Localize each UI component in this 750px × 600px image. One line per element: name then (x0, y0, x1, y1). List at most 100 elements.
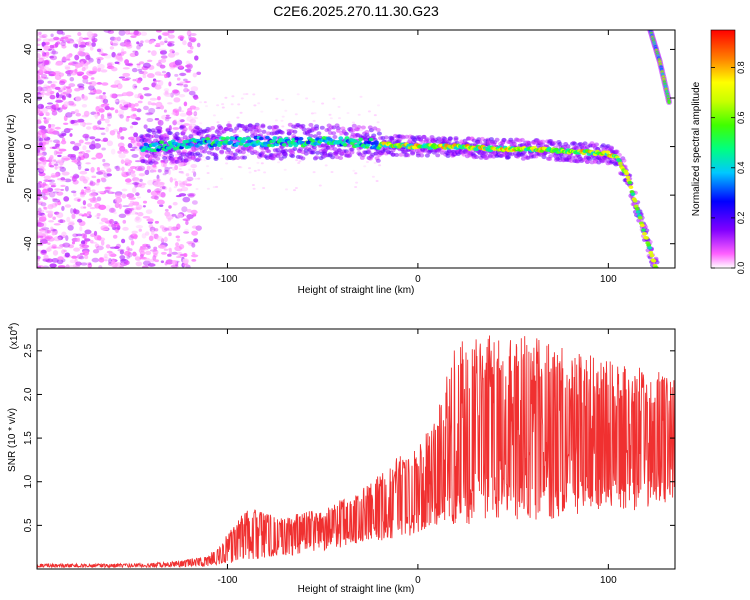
spectrogram-cell (82, 78, 89, 84)
spectrogram-cell (147, 263, 156, 267)
spectrogram-cell (94, 215, 101, 218)
spectrogram-cell (37, 200, 44, 204)
spectrogram-cell (88, 198, 96, 201)
spectrogram-cell (366, 140, 372, 145)
spectrogram-cell (281, 115, 285, 118)
spectrogram-cell (140, 71, 148, 75)
spectrogram-cell (87, 203, 93, 208)
spectrogram-cell (641, 228, 646, 232)
spectrogram-cell (181, 143, 187, 147)
spectrogram-cell (53, 163, 59, 167)
spectrogram-cell (119, 114, 124, 119)
spectrogram-cell (196, 157, 202, 161)
spectrogram-cell (43, 84, 48, 89)
spectrogram-cell (171, 213, 177, 217)
spectrogram-cell (134, 102, 139, 107)
spectrogram-cell (124, 209, 131, 215)
spectrogram-cell (69, 220, 75, 224)
spectrogram-cell (44, 119, 50, 122)
spectrogram-cell (54, 74, 62, 81)
spectrogram-cell (165, 114, 170, 117)
spectrogram-cell (98, 105, 104, 109)
spectrogram-cell (56, 246, 64, 249)
spectrogram-cell (179, 112, 187, 117)
spectrogram-cell (89, 46, 94, 51)
spectrogram-cell (96, 82, 103, 85)
spectrogram-cell (119, 255, 126, 260)
spectrogram-cell (135, 216, 140, 221)
spectrogram-cell (98, 95, 103, 100)
spectrogram-cell (185, 173, 190, 177)
spectrogram-cell (329, 117, 333, 120)
spectrogram-cell (154, 220, 159, 224)
spectrogram-cell (114, 246, 120, 250)
spectrogram-cell (54, 188, 61, 191)
spectrogram-cell (79, 252, 86, 255)
y-tick-label: 40 (23, 43, 34, 55)
spectrogram-cell (272, 136, 278, 140)
spectrogram-cell (122, 205, 130, 208)
spectrogram-cell (260, 123, 266, 128)
spectrogram-cell (167, 151, 173, 155)
spectrogram-cell (133, 30, 139, 36)
spectrogram-cell (168, 247, 172, 251)
spectrogram-cell (76, 254, 84, 260)
spectrogram-cell (124, 178, 132, 183)
spectrogram-cell (168, 205, 172, 209)
spectrogram-cell (65, 86, 71, 89)
spectrogram-cell (37, 183, 42, 189)
spectrogram-cell (54, 42, 59, 48)
spectrogram-cell (136, 41, 140, 45)
spectrogram-cell (137, 100, 143, 104)
spectrogram-cell (192, 72, 197, 78)
spectrogram-cell (58, 148, 67, 152)
spectrogram-cell (60, 188, 65, 191)
spectrogram-cell (93, 230, 98, 236)
spectrogram-cell (648, 250, 654, 255)
spectrogram-cell (135, 261, 143, 267)
spectrogram-cell (44, 92, 53, 96)
spectrogram-cell (193, 112, 197, 115)
spectrogram-cell (216, 121, 220, 124)
spectrogram-cell (191, 200, 198, 205)
spectrogram-cell (39, 156, 46, 162)
spectrogram-cell (191, 251, 196, 255)
spectrogram-cell (191, 225, 198, 229)
spectrogram-cell (146, 117, 154, 123)
spectrogram-cell (42, 258, 50, 262)
spectrogram-cell (349, 141, 355, 146)
spectrogram-cell (175, 154, 179, 156)
spectrogram-cell (253, 169, 257, 172)
spectrogram-cell (429, 135, 435, 140)
spectrogram-cell (195, 188, 199, 190)
spectrogram-cell (80, 206, 85, 209)
spectrogram-cell (210, 126, 216, 130)
spectrogram-cell (52, 198, 61, 203)
spectrogram-cell (281, 98, 285, 101)
spectrogram-cell (52, 130, 60, 135)
spectrogram-cell (174, 73, 179, 77)
spectrogram-cell (48, 220, 55, 223)
spectrogram-cell (219, 150, 225, 155)
spectrogram-cell (354, 172, 358, 175)
spectrogram-cell (37, 202, 43, 206)
spectrogram-cell (116, 36, 122, 42)
spectrogram-cell (175, 255, 183, 259)
spectrogram-cell (171, 251, 178, 255)
spectrogram-cell (39, 166, 45, 173)
spectrogram-cell (169, 48, 175, 54)
spectrogram-cell (644, 236, 649, 240)
spectrogram-cell (38, 67, 47, 73)
spectrogram-cell (290, 154, 296, 159)
spectrogram-cell (71, 241, 76, 245)
spectrogram-cell (192, 168, 196, 171)
spectrogram-cell (50, 175, 57, 178)
spectrogram-cell (112, 264, 119, 268)
spectrogram-cell (335, 128, 341, 133)
spectrogram-cell (114, 202, 120, 209)
spectrogram-cell (173, 89, 181, 96)
spectrogram-cell (352, 169, 356, 172)
spectrogram-cell (64, 185, 69, 192)
spectrogram-cell (248, 171, 252, 174)
colorbar-tick-label: 0.8 (736, 61, 746, 74)
